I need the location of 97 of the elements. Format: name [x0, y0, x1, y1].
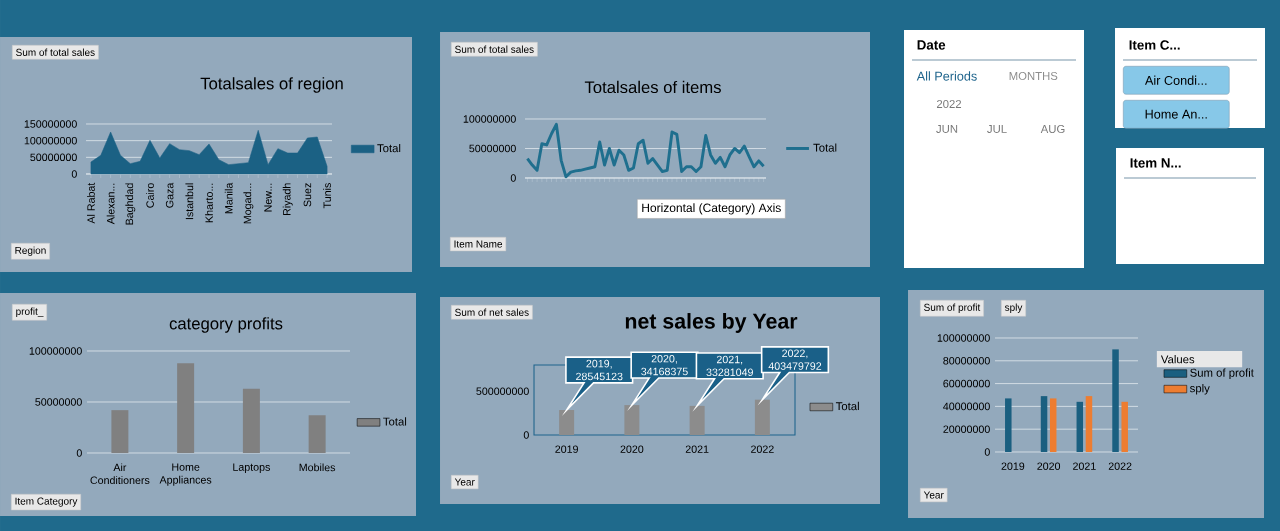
x-tick-label: Laptops — [233, 463, 270, 473]
chart-title: Totalsales of items — [584, 80, 721, 94]
text: Sum of total sales — [16, 48, 95, 56]
text: 2019, 28545123 — [576, 359, 623, 381]
text: Sum of total sales — [455, 45, 534, 53]
bar — [689, 405, 705, 435]
x-tick-label: 2020 — [1037, 462, 1061, 470]
legend-label: Total — [813, 143, 837, 152]
x-tick-label: 2022 — [751, 445, 774, 453]
y-tick-label: 0 — [76, 449, 82, 457]
text: All Periods — [916, 71, 977, 81]
bar — [1121, 401, 1128, 452]
bar — [1076, 401, 1084, 452]
text: Air Condi... — [1144, 75, 1207, 85]
y-tick-label: 60000000 — [943, 379, 990, 388]
text: Item Category — [15, 497, 78, 507]
text: Sum of profit — [924, 303, 981, 313]
text: 2021, 33281049 — [706, 355, 753, 377]
y-tick-label: 50000000 — [35, 398, 82, 406]
legend-label: Total — [377, 143, 401, 153]
x-tick-label: 2019 — [555, 445, 578, 453]
bar — [242, 388, 260, 453]
y-tick-label: 100000000 — [29, 347, 82, 355]
bar — [1005, 398, 1012, 452]
y-tick-label: 0 — [510, 174, 516, 182]
y-tick-label: 50000000 — [469, 144, 516, 153]
y-tick-label: 100000000 — [24, 136, 77, 145]
text: Item C... — [1129, 40, 1180, 50]
bar — [1049, 398, 1057, 452]
y-tick-label: 0 — [71, 170, 77, 178]
text: Year — [923, 491, 944, 499]
x-tick-label: 2022 — [1108, 462, 1132, 470]
chart-title: Totalsales of region — [200, 77, 343, 93]
x-tick-label: Alexan... — [106, 183, 115, 225]
chart-title: category profits — [169, 317, 283, 333]
text: Date — [917, 40, 946, 50]
text: profit_ — [16, 307, 44, 317]
text: AUG — [1040, 124, 1065, 133]
text: Home An... — [1145, 109, 1207, 119]
legend-title: Values — [1160, 355, 1195, 364]
x-tick-label: Home Appliances — [159, 463, 212, 486]
bar — [624, 405, 640, 435]
x-tick-label: Mogad... — [243, 183, 254, 224]
legend-label: Total — [835, 401, 859, 411]
text: Year — [454, 478, 475, 486]
legend-label: Sum of profit — [1190, 368, 1254, 379]
text: 2020, 34168375 — [641, 354, 688, 376]
text: JUN — [936, 125, 958, 133]
text: sply — [1004, 303, 1023, 313]
x-tick-label: Gaza — [165, 182, 174, 208]
x-tick-label: Manila — [224, 182, 233, 214]
x-tick-label: New... — [264, 183, 272, 212]
x-tick-label: Kharto... — [205, 183, 213, 223]
x-tick-label: Suez — [303, 183, 312, 207]
legend-label: sply — [1189, 383, 1210, 395]
text: Sum of net sales — [455, 308, 529, 316]
x-tick-label: Mobiles — [299, 463, 336, 472]
y-tick-label: 150000000 — [24, 120, 77, 128]
y-tick-label: 80000000 — [943, 357, 990, 365]
y-tick-label: 20000000 — [943, 425, 990, 433]
x-tick-label: Air Conditioners — [90, 463, 150, 485]
x-tick-label: 2021 — [685, 445, 709, 453]
bar — [559, 410, 575, 435]
bar — [1085, 396, 1093, 452]
y-tick-label: 100000000 — [937, 334, 990, 342]
bar — [1040, 396, 1048, 452]
y-tick-label: 0 — [523, 431, 529, 439]
x-tick-label: Baghdad — [125, 183, 136, 225]
legend-label: Total — [383, 417, 407, 426]
text: 2022, 403479792 — [768, 349, 822, 370]
y-tick-label: 50000000 — [30, 153, 77, 162]
x-tick-label: Tunis — [323, 183, 332, 209]
text: JUL — [987, 125, 1007, 133]
text: MONTHS — [1009, 71, 1058, 80]
chart-title: net sales by Year — [625, 313, 798, 333]
bar — [308, 415, 326, 453]
x-tick-label: Riyadh — [282, 183, 293, 216]
bar — [111, 410, 129, 453]
y-tick-label: 100000000 — [463, 115, 516, 123]
x-tick-label: 2019 — [1001, 462, 1025, 470]
line-series — [525, 122, 766, 179]
y-tick-label: 40000000 — [943, 402, 990, 411]
bar — [1112, 349, 1119, 452]
text: 2022 — [936, 99, 962, 108]
text: Horizontal (Category) Axis — [642, 203, 781, 215]
text: Item Name — [454, 240, 503, 248]
text: Region — [15, 246, 46, 256]
x-tick-label: 2020 — [620, 445, 644, 453]
y-tick-label: 500000000 — [476, 387, 529, 396]
x-tick-label: 2021 — [1073, 462, 1096, 470]
y-tick-label: 0 — [984, 448, 990, 456]
bar — [177, 363, 195, 453]
x-tick-label: Istanbul — [185, 183, 194, 220]
x-tick-label: Al Rabat — [87, 182, 95, 224]
bar — [754, 399, 770, 435]
x-tick-label: Cairo — [146, 183, 154, 208]
text: Item N... — [1130, 158, 1181, 168]
